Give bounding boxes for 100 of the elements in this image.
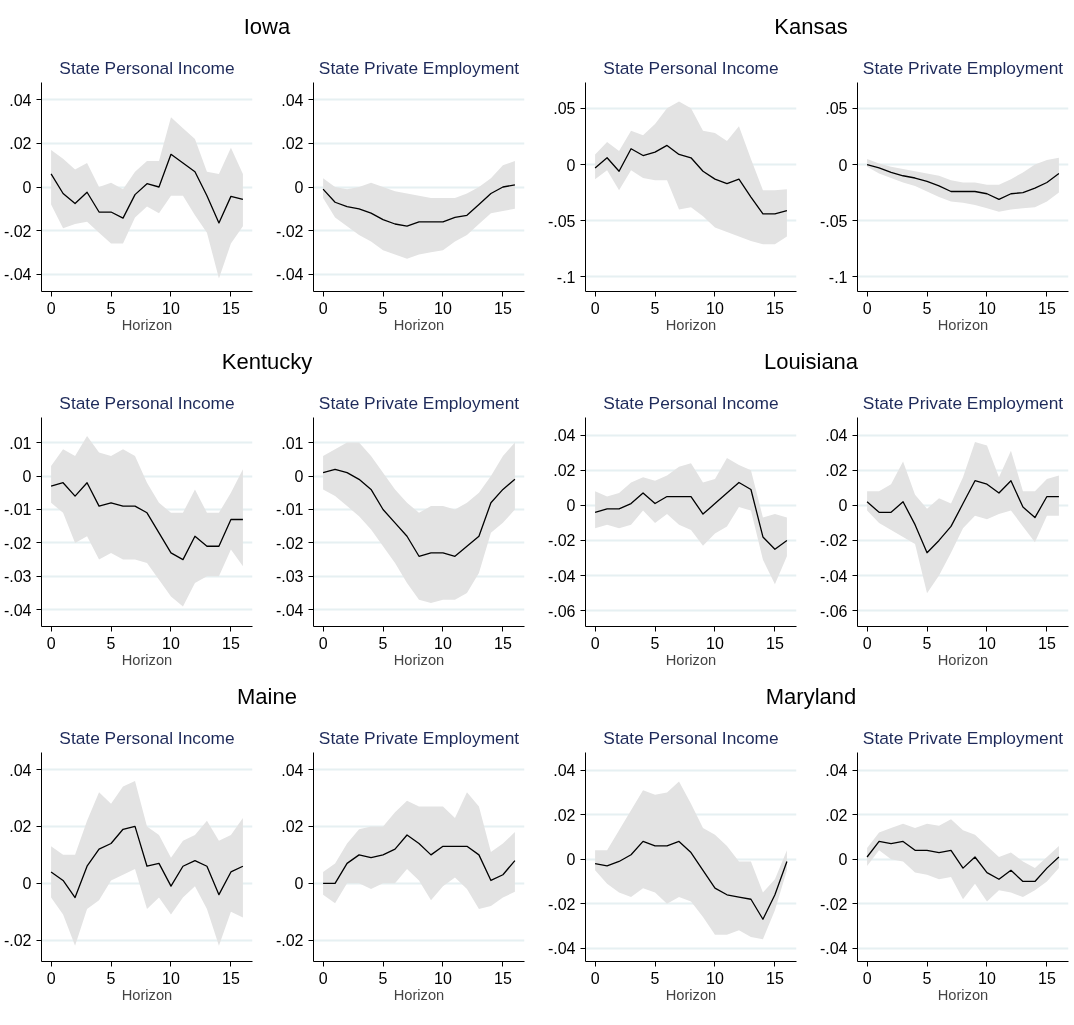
y-tick-label: -.04 [275, 266, 304, 284]
x-tick-label: 0 [862, 634, 872, 652]
x-tick-label: 15 [222, 299, 240, 317]
y-tick-label: 0 [22, 468, 32, 486]
line-series [866, 840, 1060, 883]
chart-title: Maine [237, 683, 297, 711]
x-tick-label: 10 [978, 634, 996, 652]
chart-subtitle: State Personal Income [603, 727, 779, 748]
y-tick-label: .02 [9, 135, 32, 153]
x-tick-label: 5 [922, 969, 932, 987]
y-tick-label: .02 [281, 135, 304, 153]
y-tick-label: -.05 [819, 212, 848, 230]
y-tick-label: -.06 [819, 602, 848, 620]
line-series [322, 834, 516, 884]
x-axis-title: Horizon [393, 316, 445, 333]
x-tick-label: 15 [1038, 969, 1056, 987]
x-tick-label: 10 [434, 634, 452, 652]
x-axis-title: Horizon [937, 651, 989, 668]
y-tick-label: .04 [281, 91, 304, 109]
x-tick-label: 10 [434, 299, 452, 317]
chart-title: Louisiana [763, 348, 859, 376]
y-tick-label: .01 [281, 434, 304, 452]
y-tick-label: -.01 [3, 501, 32, 519]
chart-title: Maryland [765, 683, 857, 711]
x-tick-label: 15 [766, 634, 784, 652]
chart-subtitle: State Private Employment [318, 57, 520, 78]
line-series [50, 825, 244, 899]
x-tick-label: 10 [706, 634, 724, 652]
y-tick-label: .05 [553, 100, 576, 118]
y-tick-label: .04 [825, 762, 848, 780]
x-tick-label: 5 [378, 634, 388, 652]
x-tick-label: 10 [162, 299, 180, 317]
chart-title: Kansas [774, 13, 848, 41]
x-tick-label: 0 [318, 299, 328, 317]
line-series [866, 480, 1060, 554]
x-tick-label: 15 [494, 634, 512, 652]
y-tick-label: .02 [825, 806, 848, 824]
line-series [866, 163, 1060, 201]
x-tick-label: 15 [494, 969, 512, 987]
x-tick-label: 15 [222, 969, 240, 987]
y-tick-label: 0 [566, 497, 576, 515]
x-tick-label: 5 [378, 299, 388, 317]
y-tick-label: .04 [553, 427, 576, 445]
y-tick-label: -.03 [3, 568, 32, 586]
y-tick-label: 0 [566, 156, 576, 174]
y-tick-label: -.02 [3, 534, 32, 552]
y-tick-label: .04 [553, 762, 576, 780]
y-tick-label: .04 [825, 427, 848, 445]
chart-title: Kentucky [221, 348, 313, 376]
x-axis-title: Horizon [121, 651, 173, 668]
y-tick-label: 0 [838, 851, 848, 869]
y-tick-label: -.02 [547, 532, 576, 550]
y-tick-label: -.04 [819, 567, 848, 585]
x-tick-label: 0 [862, 299, 872, 317]
y-tick-label: -.02 [547, 895, 576, 913]
x-axis-title: Horizon [393, 986, 445, 1003]
y-tick-label: .04 [9, 761, 32, 779]
x-tick-label: 5 [106, 634, 116, 652]
chart-subtitle: State Private Employment [862, 727, 1064, 748]
y-tick-label: -.03 [275, 568, 304, 586]
x-tick-label: 0 [590, 634, 600, 652]
y-tick-label: -.05 [547, 212, 576, 230]
x-axis-title: Horizon [665, 316, 717, 333]
chart-title: Iowa [243, 13, 291, 41]
y-tick-label: -.04 [819, 940, 848, 958]
chart-subtitle: State Private Employment [318, 392, 520, 413]
line-series [50, 482, 244, 561]
y-tick-label: -.02 [3, 932, 32, 950]
chart-subtitle: State Private Employment [862, 57, 1064, 78]
y-tick-label: 0 [566, 851, 576, 869]
y-tick-label: 0 [838, 156, 848, 174]
y-tick-label: -.04 [547, 940, 576, 958]
y-tick-label: -.1 [556, 268, 576, 286]
y-tick-label: -.02 [819, 532, 848, 550]
chart-subtitle: State Private Employment [862, 392, 1064, 413]
x-axis-title: Horizon [937, 986, 989, 1003]
x-tick-label: 15 [766, 299, 784, 317]
x-tick-label: 0 [318, 969, 328, 987]
line-series [594, 481, 788, 550]
chart-subtitle: State Personal Income [603, 392, 779, 413]
x-axis-title: Horizon [121, 316, 173, 333]
y-tick-label: -.04 [3, 601, 32, 619]
x-tick-label: 5 [650, 969, 660, 987]
x-tick-label: 10 [162, 634, 180, 652]
x-axis-title: Horizon [665, 651, 717, 668]
y-tick-label: .02 [825, 462, 848, 480]
chart-subtitle: State Personal Income [603, 57, 779, 78]
x-tick-label: 0 [318, 634, 328, 652]
x-tick-label: 15 [766, 969, 784, 987]
y-tick-label: -.02 [275, 222, 304, 240]
y-tick-label: -.02 [3, 222, 32, 240]
x-tick-label: 5 [922, 634, 932, 652]
chart-subtitle: State Personal Income [59, 57, 235, 78]
y-tick-label: -.01 [275, 501, 304, 519]
y-tick-label: 0 [22, 179, 32, 196]
x-tick-label: 15 [1038, 634, 1056, 652]
x-axis-title: Horizon [937, 316, 989, 333]
y-tick-label: -.04 [275, 601, 304, 619]
x-tick-label: 5 [650, 299, 660, 317]
y-tick-label: -.02 [819, 895, 848, 913]
